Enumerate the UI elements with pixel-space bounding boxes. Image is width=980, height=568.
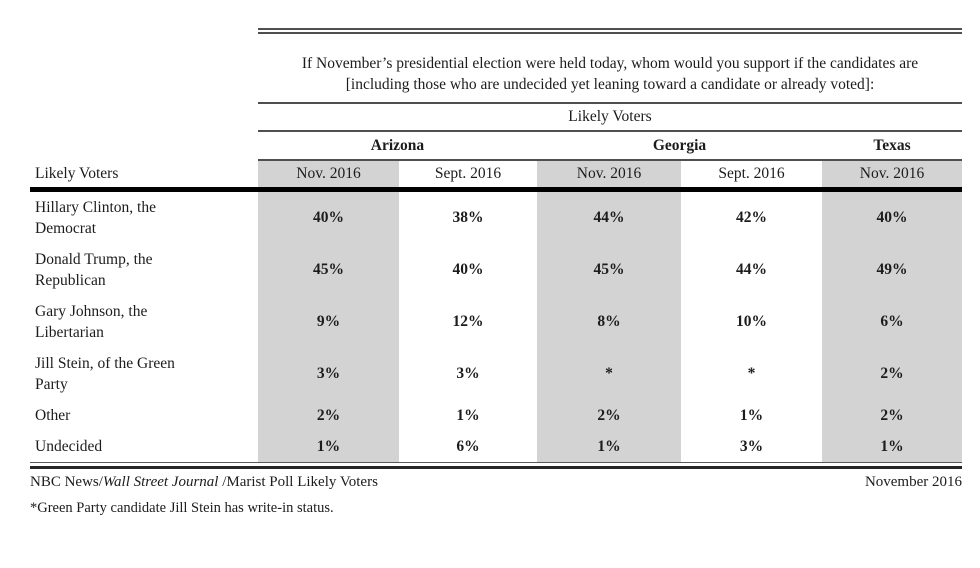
value-cell: 38% bbox=[452, 209, 484, 226]
table-row-other: Other 2% 1% 2% 1% 2% bbox=[30, 400, 962, 431]
value-cell: 42% bbox=[736, 209, 767, 226]
source-suffix: /Marist Poll Likely Voters bbox=[218, 474, 378, 490]
candidate-label: Donald Trump, the Republican bbox=[35, 251, 153, 289]
value-cell: 44% bbox=[537, 192, 681, 244]
value-cell: * bbox=[537, 348, 681, 400]
value-cell: 1% bbox=[258, 431, 399, 462]
value-cell: 8% bbox=[537, 296, 681, 348]
source-text: NBC News/Wall Street Journal /Marist Pol… bbox=[30, 474, 378, 491]
bottom-double-rule bbox=[30, 462, 962, 469]
divider-rule bbox=[258, 102, 962, 104]
state-header-texas: Texas bbox=[873, 137, 911, 154]
value-cell: 40% bbox=[452, 261, 484, 278]
value-cell: 3% bbox=[258, 348, 399, 400]
header-separator-rule bbox=[30, 187, 962, 192]
column-header-az-sept: Sept. 2016 bbox=[434, 165, 502, 182]
value-cell: 45% bbox=[537, 244, 681, 296]
value-cell: 6% bbox=[456, 437, 480, 455]
column-header-ga-nov: Nov. 2016 bbox=[537, 161, 681, 187]
population-caption: Likely Voters bbox=[568, 108, 652, 125]
candidate-label: Other bbox=[35, 407, 71, 424]
value-cell: 1% bbox=[537, 431, 681, 462]
table-row-undecided: Undecided 1% 6% 1% 3% 1% bbox=[30, 431, 962, 462]
candidate-label: Jill Stein, of the Green Party bbox=[35, 355, 175, 393]
value-cell: 44% bbox=[736, 261, 767, 278]
value-cell: 10% bbox=[736, 313, 767, 330]
value-cell: 2% bbox=[822, 348, 962, 400]
table-row-johnson: Gary Johnson, the Libertarian 9% 12% 8% … bbox=[30, 296, 962, 348]
candidate-label: Gary Johnson, the Libertarian bbox=[35, 303, 148, 341]
table-row-trump: Donald Trump, the Republican 45% 40% 45%… bbox=[30, 244, 962, 296]
value-cell: 2% bbox=[258, 400, 399, 431]
value-cell: 1% bbox=[456, 406, 480, 424]
state-header-row: Arizona Georgia Texas bbox=[258, 132, 962, 159]
table-row-clinton: Hillary Clinton, the Democrat 40% 38% 44… bbox=[30, 192, 962, 244]
value-cell: 2% bbox=[537, 400, 681, 431]
column-header-ga-sept: Sept. 2016 bbox=[718, 165, 785, 182]
value-cell: 1% bbox=[739, 406, 764, 424]
value-cell: 3% bbox=[739, 437, 764, 455]
row-header-likely-voters: Likely Voters bbox=[35, 165, 119, 182]
poll-question: If November’s presidential election were… bbox=[301, 55, 919, 93]
state-header-arizona: Arizona bbox=[370, 137, 425, 154]
table-header-area: If November’s presidential election were… bbox=[258, 28, 962, 161]
top-double-rule bbox=[258, 28, 962, 34]
column-header-row: Likely Voters Nov. 2016 Sept. 2016 Nov. … bbox=[30, 161, 962, 187]
value-cell: 3% bbox=[456, 365, 480, 382]
value-cell: 45% bbox=[258, 244, 399, 296]
column-header-az-nov: Nov. 2016 bbox=[258, 161, 399, 187]
table-row-stein: Jill Stein, of the Green Party 3% 3% * *… bbox=[30, 348, 962, 400]
value-cell: * bbox=[747, 365, 756, 382]
poll-table: If November’s presidential election were… bbox=[30, 28, 962, 517]
value-cell: 12% bbox=[452, 313, 484, 330]
source-prefix: NBC News/ bbox=[30, 474, 103, 490]
value-cell: 1% bbox=[822, 431, 962, 462]
divider-rule bbox=[258, 130, 962, 132]
state-header-georgia: Georgia bbox=[652, 137, 707, 154]
column-header-tx-nov: Nov. 2016 bbox=[822, 161, 962, 187]
divider-rule bbox=[258, 159, 962, 161]
value-cell: 40% bbox=[822, 192, 962, 244]
source-journal-italic: Wall Street Journal bbox=[102, 474, 219, 490]
value-cell: 6% bbox=[822, 296, 962, 348]
candidate-label: Undecided bbox=[35, 438, 103, 455]
footer-date: November 2016 bbox=[864, 474, 962, 490]
value-cell: 9% bbox=[258, 296, 399, 348]
value-cell: 40% bbox=[258, 192, 399, 244]
value-cell: 49% bbox=[822, 244, 962, 296]
candidate-label: Hillary Clinton, the Democrat bbox=[35, 199, 156, 237]
footnote-text: *Green Party candidate Jill Stein has wr… bbox=[30, 500, 334, 516]
table-footer: NBC News/Wall Street Journal /Marist Pol… bbox=[30, 474, 962, 491]
value-cell: 2% bbox=[822, 400, 962, 431]
